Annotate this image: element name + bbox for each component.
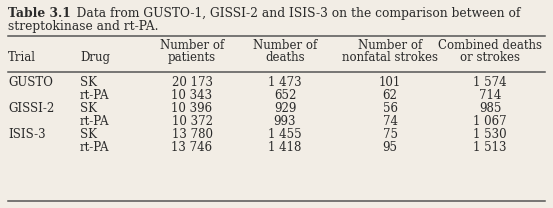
Text: SK: SK [80,102,97,115]
Text: 1 418: 1 418 [268,141,302,154]
Text: GISSI-2: GISSI-2 [8,102,54,115]
Text: 74: 74 [383,115,398,128]
Text: Number of: Number of [253,39,317,52]
Text: 993: 993 [274,115,296,128]
Text: Data from GUSTO-1, GISSI-2 and ISIS-3 on the comparison between of: Data from GUSTO-1, GISSI-2 and ISIS-3 on… [65,7,520,20]
Text: nonfatal strokes: nonfatal strokes [342,51,438,64]
Text: SK: SK [80,128,97,141]
Text: GUSTO: GUSTO [8,76,53,89]
Text: 1 455: 1 455 [268,128,302,141]
Text: 1 530: 1 530 [473,128,507,141]
Text: 929: 929 [274,102,296,115]
Text: Combined deaths: Combined deaths [438,39,542,52]
Text: SK: SK [80,76,97,89]
Text: 101: 101 [379,76,401,89]
Text: 10 396: 10 396 [171,102,212,115]
Text: Drug: Drug [80,51,110,64]
Text: 10 372: 10 372 [171,115,212,128]
Text: 62: 62 [383,89,398,102]
Text: 56: 56 [383,102,398,115]
Text: 1 513: 1 513 [473,141,507,154]
Text: streptokinase and rt-PA.: streptokinase and rt-PA. [8,20,159,33]
Text: Number of: Number of [160,39,224,52]
Text: 985: 985 [479,102,501,115]
Text: rt-PA: rt-PA [80,89,109,102]
Text: 10 343: 10 343 [171,89,212,102]
Text: 1 067: 1 067 [473,115,507,128]
Text: rt-PA: rt-PA [80,141,109,154]
Text: 13 780: 13 780 [171,128,212,141]
Text: deaths: deaths [265,51,305,64]
Text: or strokes: or strokes [460,51,520,64]
Text: 714: 714 [479,89,501,102]
Text: 1 473: 1 473 [268,76,302,89]
Text: 13 746: 13 746 [171,141,212,154]
Text: Trial: Trial [8,51,36,64]
Text: patients: patients [168,51,216,64]
Text: ISIS-3: ISIS-3 [8,128,46,141]
Text: 20 173: 20 173 [171,76,212,89]
Text: Table 3.1: Table 3.1 [8,7,71,20]
Text: 75: 75 [383,128,398,141]
Text: Number of: Number of [358,39,422,52]
Text: 95: 95 [383,141,398,154]
Text: 1 574: 1 574 [473,76,507,89]
Text: 652: 652 [274,89,296,102]
Text: rt-PA: rt-PA [80,115,109,128]
